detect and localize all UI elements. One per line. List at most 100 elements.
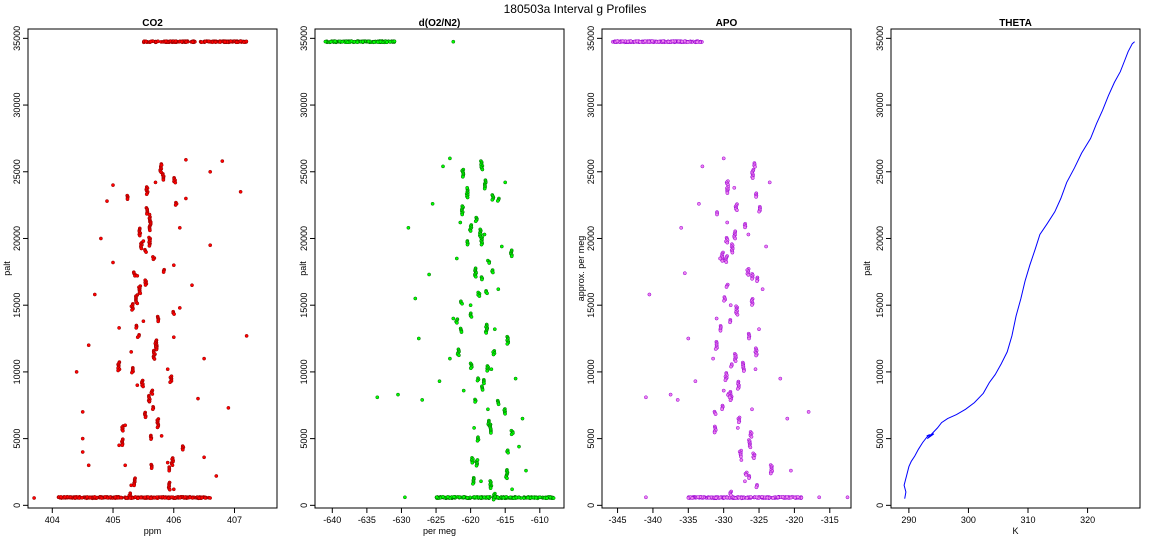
data-point [626, 39, 630, 44]
data-point [496, 402, 501, 407]
data-point [208, 243, 213, 248]
data-point [475, 438, 480, 443]
data-point [143, 283, 148, 287]
data-point [757, 327, 761, 332]
x-axis-label-d-o2-n2: per meg [423, 526, 456, 536]
data-point [413, 296, 418, 301]
data-point [487, 261, 492, 265]
y-tick-label: 20000 [875, 226, 885, 251]
data-point [234, 40, 239, 44]
data-point [750, 407, 754, 412]
data-point [180, 447, 185, 452]
data-point [171, 335, 176, 340]
data-point [480, 277, 484, 282]
data-point [735, 386, 740, 391]
y-tick-label: 30000 [586, 93, 596, 118]
data-point [238, 39, 243, 43]
data-point [675, 398, 680, 402]
data-point [752, 456, 756, 461]
y-tick-label: 10000 [875, 359, 885, 384]
data-point [148, 39, 153, 44]
data-point [223, 39, 227, 44]
data-point [676, 39, 681, 44]
data-point [737, 495, 741, 500]
data-point [139, 495, 143, 500]
data-point [103, 495, 107, 499]
data-point [137, 233, 142, 238]
data-point [460, 301, 464, 306]
x-tick-label: -340 [644, 515, 662, 525]
x-tick-label: -620 [462, 515, 480, 525]
ticks-co2: 404 405 406 407 0 5000 10000 15000 20000 25000 300… [12, 26, 242, 525]
data-point [509, 432, 514, 437]
data-point [208, 169, 213, 174]
y-tick-label: 0 [299, 503, 309, 508]
data-point [730, 250, 735, 255]
data-point [693, 379, 698, 384]
data-point [345, 40, 350, 45]
data-point [764, 244, 768, 249]
data-point [360, 39, 365, 44]
data-point [152, 495, 157, 500]
line-theta [903, 41, 1135, 499]
data-point [733, 236, 737, 241]
data-point [385, 40, 389, 45]
data-point [184, 39, 189, 44]
data-point [475, 378, 480, 383]
plot-frame-co2 [27, 28, 278, 509]
data-point [177, 306, 182, 310]
data-point [721, 388, 726, 393]
data-point [743, 479, 747, 484]
data-point [226, 406, 231, 410]
data-point [141, 319, 146, 324]
data-point [718, 328, 723, 333]
data-point [188, 495, 192, 500]
data-point [720, 407, 724, 412]
data-point [690, 496, 695, 500]
data-point [735, 312, 740, 317]
data-point [459, 330, 464, 334]
data-point [170, 463, 175, 468]
data-point [721, 156, 726, 161]
y-tick-label: 15000 [12, 293, 22, 318]
panel-title-co2: CO2 [142, 18, 163, 29]
x-axis-label-co2: ppm [144, 526, 162, 536]
x-tick-label: 290 [901, 515, 916, 525]
ticks-d-o2-n2: -640 -635 -630 -625 -620 -615 -610 0 5000 10000 15… [299, 26, 549, 525]
data-point [486, 495, 490, 499]
data-point [458, 220, 463, 225]
data-point [153, 180, 158, 185]
data-point [152, 357, 157, 361]
data-point [427, 272, 431, 277]
data-point [729, 364, 733, 369]
data-point [491, 497, 496, 502]
data-point [656, 39, 661, 44]
data-point [366, 39, 371, 44]
data-point [754, 485, 759, 490]
x-tick-label: 406 [166, 515, 181, 525]
data-point [747, 336, 751, 341]
data-point [725, 240, 730, 245]
data-point [718, 495, 722, 500]
data-point [490, 197, 495, 202]
data-point [750, 276, 754, 281]
y-tick-label: 0 [586, 503, 596, 508]
x-tick-label: -315 [821, 515, 839, 525]
data-point [130, 308, 134, 312]
data-point [713, 412, 718, 416]
data-point [482, 186, 487, 191]
x-tick-label: 405 [106, 515, 121, 525]
data-point [183, 495, 187, 500]
data-point [129, 350, 134, 354]
data-point [457, 495, 462, 500]
data-point [340, 39, 345, 44]
data-point [141, 384, 145, 389]
data-point [492, 327, 497, 332]
data-point [74, 370, 79, 374]
data-point [468, 366, 473, 371]
data-point [213, 40, 218, 44]
data-point [725, 220, 730, 225]
data-point [707, 495, 711, 500]
data-point [735, 426, 740, 430]
data-point [177, 225, 182, 230]
